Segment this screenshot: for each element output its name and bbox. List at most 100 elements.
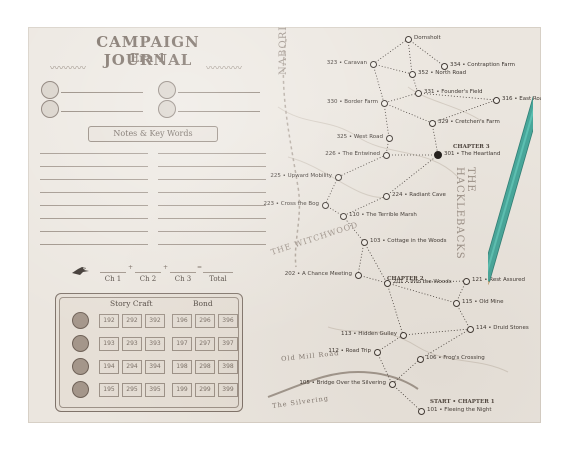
- location-label-201[interactable]: 201 • Into the Woods: [393, 279, 452, 285]
- notes-line[interactable]: [40, 218, 148, 219]
- location-label-114[interactable]: 114 • Druid Stones: [476, 325, 529, 331]
- location-label-224[interactable]: 224 • Radiant Cave: [392, 192, 446, 198]
- notes-line[interactable]: [40, 153, 148, 154]
- hero-portrait-icon[interactable]: [41, 100, 59, 118]
- story-craft-cell[interactable]: 395: [145, 383, 165, 397]
- story-craft-cell[interactable]: 294: [122, 360, 142, 374]
- story-craft-cell[interactable]: 192: [99, 314, 119, 328]
- story-craft-cell[interactable]: 293: [122, 337, 142, 351]
- location-label-D[interactable]: Dornsholt: [414, 35, 441, 41]
- location-pin-329[interactable]: [428, 119, 436, 127]
- location-label-331[interactable]: 331 • Founder's Field: [424, 89, 483, 95]
- notes-line[interactable]: [158, 205, 266, 206]
- location-label-226[interactable]: 226 • The Entwined: [325, 151, 380, 157]
- location-pin-330[interactable]: [380, 99, 388, 107]
- location-pin-106[interactable]: [416, 355, 424, 363]
- bond-cell[interactable]: 398: [218, 360, 238, 374]
- bond-cell[interactable]: 299: [195, 383, 215, 397]
- chapter-3-score-line[interactable]: [170, 272, 196, 273]
- bond-cell[interactable]: 396: [218, 314, 238, 328]
- location-label-101[interactable]: 101 • Fleeing the Night: [427, 407, 492, 413]
- location-pin-110[interactable]: [339, 212, 347, 220]
- chapter-2-score-line[interactable]: [135, 272, 161, 273]
- location-label-352[interactable]: 352 • North Road: [418, 70, 467, 76]
- location-pin-112[interactable]: [373, 348, 381, 356]
- hero-name-line[interactable]: [61, 92, 143, 93]
- location-pin-105[interactable]: [388, 380, 396, 388]
- notes-line[interactable]: [158, 244, 266, 245]
- bond-cell[interactable]: 197: [172, 337, 192, 351]
- location-label-202[interactable]: 202 • A Chance Meeting: [284, 271, 352, 277]
- chapter-1-score-line[interactable]: [100, 272, 126, 273]
- location-label-223[interactable]: 223 • Cross the Bog: [263, 201, 319, 207]
- location-label-323[interactable]: 323 • Caravan: [326, 60, 367, 66]
- location-label-115[interactable]: 115 • Old Mine: [462, 299, 504, 305]
- notes-line[interactable]: [40, 192, 148, 193]
- location-pin-331[interactable]: [414, 89, 422, 97]
- location-label-225[interactable]: 225 • Upward Mobility: [270, 173, 332, 179]
- location-label-329[interactable]: 329 • Cretchen's Farm: [438, 119, 500, 125]
- bond-cell[interactable]: 196: [172, 314, 192, 328]
- story-craft-cell[interactable]: 195: [99, 383, 119, 397]
- bond-cell[interactable]: 298: [195, 360, 215, 374]
- location-label-106[interactable]: 106 • Frog's Crossing: [426, 355, 485, 361]
- location-label-325[interactable]: 325 • West Road: [336, 134, 383, 140]
- notes-line[interactable]: [40, 244, 148, 245]
- bond-cell[interactable]: 399: [218, 383, 238, 397]
- story-craft-cell[interactable]: 194: [99, 360, 119, 374]
- location-label-121[interactable]: 121 • Rest Assured: [472, 277, 525, 283]
- location-pin-334[interactable]: [440, 62, 448, 70]
- notes-line[interactable]: [158, 166, 266, 167]
- location-pin-352[interactable]: [408, 70, 416, 78]
- location-pin-121[interactable]: [462, 277, 470, 285]
- notes-line[interactable]: [158, 192, 266, 193]
- location-pin-103[interactable]: [360, 238, 368, 246]
- bond-cell[interactable]: 199: [172, 383, 192, 397]
- notes-line[interactable]: [40, 205, 148, 206]
- location-pin-101[interactable]: [417, 407, 425, 415]
- notes-line[interactable]: [158, 153, 266, 154]
- notes-line[interactable]: [158, 179, 266, 180]
- story-craft-cell[interactable]: 392: [145, 314, 165, 328]
- bond-cell[interactable]: 297: [195, 337, 215, 351]
- location-label-334[interactable]: 334 • Contraption Farm: [450, 62, 516, 68]
- story-craft-cell[interactable]: 393: [145, 337, 165, 351]
- location-label-316[interactable]: 316 • East Road: [502, 96, 541, 102]
- location-pin-202[interactable]: [354, 271, 362, 279]
- location-pin-223[interactable]: [321, 201, 329, 209]
- location-pin-316[interactable]: [492, 96, 500, 104]
- location-pin-201[interactable]: [383, 279, 391, 287]
- location-label-110[interactable]: 110 • The Terrible Marsh: [349, 212, 417, 218]
- story-craft-cell[interactable]: 394: [145, 360, 165, 374]
- notes-line[interactable]: [40, 179, 148, 180]
- hero-name-line[interactable]: [178, 111, 260, 112]
- location-label-330[interactable]: 330 • Border Farm: [327, 99, 378, 105]
- location-pin-114[interactable]: [466, 325, 474, 333]
- bond-cell[interactable]: 397: [218, 337, 238, 351]
- hero-portrait-icon[interactable]: [158, 100, 176, 118]
- location-label-113[interactable]: 113 • Hidden Gulley: [341, 331, 397, 337]
- location-pin-D[interactable]: [404, 35, 412, 43]
- total-score-line[interactable]: [203, 272, 233, 273]
- location-label-112[interactable]: 112 • Road Trip: [328, 348, 371, 354]
- bond-cell[interactable]: 198: [172, 360, 192, 374]
- hero-portrait-icon[interactable]: [41, 81, 59, 99]
- location-label-103[interactable]: 103 • Cottage in the Woods: [370, 238, 447, 244]
- hero-portrait-icon[interactable]: [158, 81, 176, 99]
- location-pin-323[interactable]: [369, 60, 377, 68]
- notes-line[interactable]: [158, 231, 266, 232]
- notes-line[interactable]: [40, 231, 148, 232]
- story-craft-cell[interactable]: 193: [99, 337, 119, 351]
- location-pin-226[interactable]: [382, 151, 390, 159]
- notes-line[interactable]: [158, 218, 266, 219]
- hero-name-line[interactable]: [178, 92, 260, 93]
- notes-line[interactable]: [40, 166, 148, 167]
- story-craft-cell[interactable]: 295: [122, 383, 142, 397]
- location-pin-113[interactable]: [399, 331, 407, 339]
- location-pin-225[interactable]: [334, 173, 342, 181]
- hero-name-line[interactable]: [61, 111, 143, 112]
- location-pin-301[interactable]: [434, 151, 442, 159]
- location-label-105[interactable]: 105 • Bridge Over the Silvering: [299, 380, 386, 386]
- location-pin-224[interactable]: [382, 192, 390, 200]
- location-label-301[interactable]: 301 • The Heartland: [444, 151, 501, 157]
